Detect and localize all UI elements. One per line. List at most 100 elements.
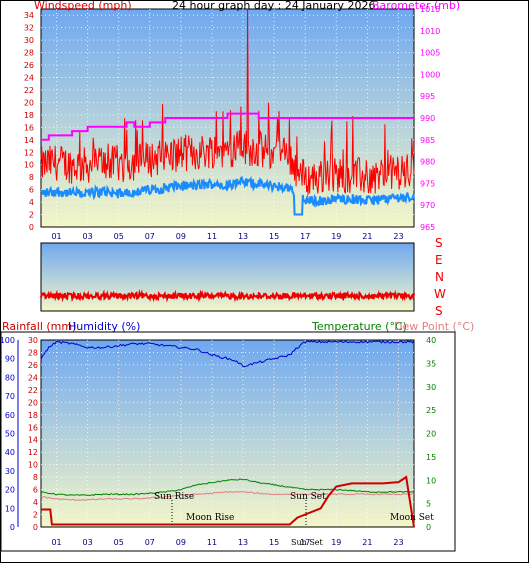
windspeed-tick-label: 6 xyxy=(29,186,34,195)
dir-label-n: N xyxy=(435,270,444,284)
top-series xyxy=(40,8,415,216)
dewpoint-axis-label: Dew Point (°C) xyxy=(394,320,474,333)
humidity-axis-label: Humidity (%) xyxy=(68,320,140,333)
barometer-tick-label: 965 xyxy=(420,223,435,232)
bottom-x-tick-label: 07 xyxy=(145,538,155,547)
bottom-x-tick-label: 23 xyxy=(393,538,403,547)
humidity-tick-label: 80 xyxy=(5,373,15,382)
sunrise-label: Sun Rise xyxy=(154,492,194,502)
barometer-axis-label: Barometer (mb) xyxy=(372,0,460,12)
axis-ticks: 0246810121416182022242628303234965970975… xyxy=(0,5,440,547)
top-x-tick-label: 23 xyxy=(393,232,403,241)
chart-title: 24 hour graph day : 24 January 2026 xyxy=(172,0,376,12)
bottom-x-tick-label: 17 xyxy=(300,538,310,547)
windspeed-tick-label: 30 xyxy=(24,36,34,45)
temperature-line xyxy=(40,478,414,496)
top-x-tick-label: 21 xyxy=(362,232,372,241)
rainfall-tick-label: 10 xyxy=(28,461,38,470)
windspeed-tick-label: 2 xyxy=(29,211,34,220)
rainfall-tick-label: 2 xyxy=(33,511,38,520)
temperature-tick-label: 40 xyxy=(426,336,436,345)
rainfall-tick-label: 6 xyxy=(33,486,38,495)
windspeed-tick-label: 8 xyxy=(29,173,34,182)
windspeed-tick-label: 4 xyxy=(29,198,34,207)
temperature-tick-label: 15 xyxy=(426,453,436,462)
bottom-chart-plot xyxy=(40,339,415,528)
windspeed-tick-label: 20 xyxy=(24,98,34,107)
top-x-tick-label: 19 xyxy=(331,232,341,241)
rainfall-tick-label: 12 xyxy=(28,448,38,457)
windspeed-tick-label: 22 xyxy=(24,86,34,95)
windspeed-axis-label: Windspeed (mph) xyxy=(34,0,132,12)
windspeed-tick-label: 32 xyxy=(24,24,34,33)
windspeed-tick-label: 0 xyxy=(29,223,34,232)
barometer-tick-label: 975 xyxy=(420,179,435,188)
barometer-tick-label: 980 xyxy=(420,158,435,167)
bottom-section-box xyxy=(0,331,456,552)
top-x-tick-label: 15 xyxy=(269,232,279,241)
dir-label-s-bottom: S xyxy=(435,304,443,318)
moonrise-label: Moon Rise xyxy=(186,513,234,523)
rainfall-tick-label: 8 xyxy=(33,473,38,482)
top-x-tick-label: 07 xyxy=(145,232,155,241)
bottom-x-tick-label: 21 xyxy=(362,538,372,547)
rainfall-tick-label: 26 xyxy=(28,361,38,370)
top-x-tick-label: 09 xyxy=(176,232,186,241)
temperature-tick-label: 35 xyxy=(426,359,436,368)
humidity-tick-label: 60 xyxy=(5,411,15,420)
dir-label-s-top: S xyxy=(435,236,443,250)
windspeed-tick-label: 24 xyxy=(24,74,34,83)
bottom-x-tick-label: 05 xyxy=(114,538,124,547)
windspeed-tick-label: 14 xyxy=(24,136,34,145)
temperature-axis-label: Temperature (°C) xyxy=(311,320,407,333)
bottom-series xyxy=(40,339,415,528)
barometer-tick-label: 1005 xyxy=(420,49,440,58)
windspeed-tick-label: 16 xyxy=(24,123,34,132)
top-x-tick-label: 13 xyxy=(238,232,248,241)
barometer-tick-label: 985 xyxy=(420,136,435,145)
bottom-x-tick-label: 03 xyxy=(83,538,93,547)
windspeed-tick-label: 28 xyxy=(24,49,34,58)
dir-series xyxy=(40,289,415,303)
dewpoint-line xyxy=(40,490,415,501)
sunset-label: Sun Set xyxy=(290,492,326,502)
windspeed-tick-label: 12 xyxy=(24,148,34,157)
rainfall-tick-label: 16 xyxy=(28,423,38,432)
humidity-tick-label: 30 xyxy=(5,467,15,476)
top-grid xyxy=(41,9,414,227)
moonset-label: Moon Set xyxy=(390,513,434,523)
humidity-tick-label: 50 xyxy=(5,430,15,439)
top-x-tick-label: 17 xyxy=(300,232,310,241)
temperature-tick-label: 0 xyxy=(426,523,431,532)
bottom-x-tick-label: 01 xyxy=(51,538,61,547)
temperature-tick-label: 20 xyxy=(426,430,436,439)
bottom-x-tick-label: 19 xyxy=(331,538,341,547)
dir-chart-plot xyxy=(40,242,415,312)
dir-label-w: W xyxy=(434,287,446,301)
top-x-tick-label: 05 xyxy=(114,232,124,241)
top-x-tick-label: 11 xyxy=(207,232,217,241)
barometer-line xyxy=(41,112,414,141)
windspeed-tick-label: 18 xyxy=(24,111,34,120)
wind-direction-line xyxy=(40,289,415,303)
temperature-tick-label: 5 xyxy=(426,500,431,509)
humidity-tick-label: 20 xyxy=(5,486,15,495)
rainfall-axis-label: Rainfall (mm) xyxy=(2,320,76,333)
bottom-x-tick-label: 09 xyxy=(176,538,186,547)
barometer-tick-label: 1010 xyxy=(420,27,440,36)
temperature-tick-label: 10 xyxy=(426,476,436,485)
rainfall-tick-label: 0 xyxy=(33,523,38,532)
rainfall-tick-label: 4 xyxy=(33,498,38,507)
sunset-axis-label: Sun Set xyxy=(291,538,324,547)
rainfall-tick-label: 28 xyxy=(28,348,38,357)
bottom-x-tick-label: 15 xyxy=(269,538,279,547)
bottom-x-tick-label: 11 xyxy=(207,538,217,547)
humidity-tick-label: 70 xyxy=(5,392,15,401)
windspeed-gust-line xyxy=(40,8,415,195)
humidity-tick-label: 10 xyxy=(5,504,15,513)
barometer-tick-label: 970 xyxy=(420,201,435,210)
rainfall-tick-label: 22 xyxy=(28,386,38,395)
windspeed-tick-label: 34 xyxy=(24,11,34,20)
